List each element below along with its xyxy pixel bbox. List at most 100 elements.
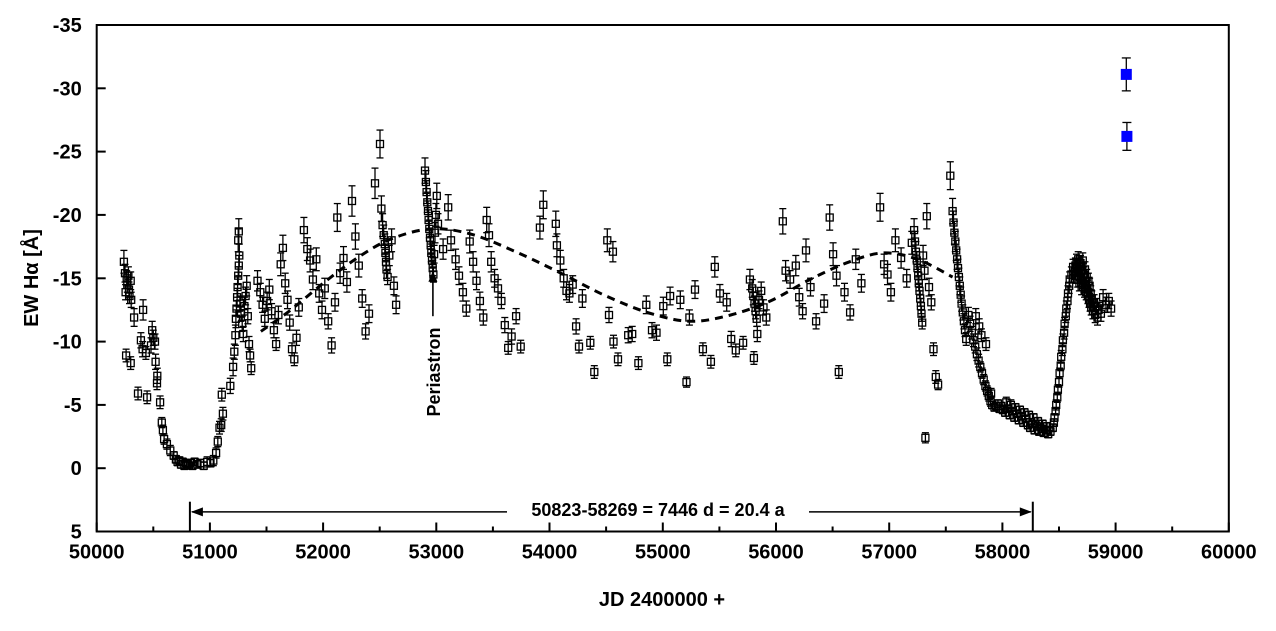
data-point-square bbox=[1032, 422, 1042, 431]
data-point-square bbox=[883, 270, 892, 279]
data-point-square bbox=[896, 253, 906, 263]
data-point-square bbox=[975, 322, 984, 331]
data-point-square bbox=[731, 346, 740, 355]
data-point-square bbox=[971, 312, 980, 321]
y-tick-label: -25 bbox=[53, 142, 82, 164]
data-point-square bbox=[981, 339, 991, 349]
data-point-square bbox=[752, 314, 761, 323]
data-point-square bbox=[351, 232, 360, 241]
data-point-square bbox=[586, 338, 595, 347]
data-point-square bbox=[333, 213, 342, 222]
data-point-square bbox=[152, 379, 162, 388]
y-tick-label: -35 bbox=[53, 15, 82, 37]
data-point-square bbox=[791, 261, 800, 270]
data-point-square bbox=[950, 228, 959, 237]
data-point-square bbox=[142, 393, 152, 402]
data-point-square bbox=[706, 357, 716, 366]
data-point-square bbox=[239, 329, 248, 339]
data-point-square bbox=[834, 367, 843, 377]
data-point-square bbox=[121, 288, 130, 297]
data-point-square bbox=[361, 327, 370, 336]
data-point-square bbox=[217, 390, 226, 399]
data-point-square bbox=[811, 317, 821, 326]
data-point-square bbox=[1054, 377, 1064, 387]
data-point-square bbox=[628, 329, 637, 339]
data-point-square bbox=[451, 255, 460, 264]
data-point-square bbox=[274, 310, 283, 320]
data-point-square bbox=[1061, 312, 1070, 321]
data-point-square bbox=[1106, 304, 1116, 313]
data-point-square bbox=[551, 219, 560, 228]
data-point-square bbox=[243, 312, 252, 321]
data-point-square bbox=[193, 460, 202, 469]
period-annotation-text: 50823-58269 = 7446 d = 20.4 a bbox=[531, 500, 785, 520]
data-point-square bbox=[1086, 289, 1095, 298]
periastron-label: Periastron bbox=[424, 327, 444, 416]
data-point-square bbox=[958, 308, 967, 317]
data-point-square bbox=[247, 364, 256, 373]
data-point-square bbox=[475, 296, 485, 306]
data-point-square bbox=[891, 236, 900, 245]
data-point-square bbox=[604, 310, 614, 320]
data-point-square bbox=[959, 317, 969, 326]
data-point-square bbox=[613, 355, 623, 364]
data-point-square bbox=[1051, 407, 1060, 416]
data-point-square bbox=[133, 389, 143, 398]
x-tick-label: 52000 bbox=[295, 542, 351, 564]
data-point-square bbox=[955, 281, 964, 290]
data-point-square bbox=[1002, 398, 1011, 407]
data-point-square bbox=[927, 298, 936, 307]
data-point-square bbox=[472, 276, 481, 285]
data-point-square bbox=[798, 307, 807, 316]
data-point-square bbox=[317, 305, 327, 315]
data-point-square bbox=[281, 279, 290, 288]
data-point-square bbox=[129, 313, 139, 322]
data-point-square bbox=[578, 294, 587, 303]
data-point-square bbox=[749, 353, 759, 363]
data-point-square bbox=[556, 256, 565, 265]
data-point-square bbox=[857, 279, 866, 288]
data-point-square bbox=[462, 304, 471, 313]
data-point-square bbox=[795, 293, 804, 302]
data-point-square bbox=[262, 296, 272, 306]
data-point-square bbox=[685, 313, 694, 322]
data-point-square bbox=[290, 355, 299, 364]
data-point-blue-square bbox=[1121, 130, 1133, 142]
data-point-square bbox=[136, 336, 146, 345]
data-point-square bbox=[330, 298, 340, 307]
data-point-square bbox=[929, 345, 938, 354]
data-point-square bbox=[121, 351, 131, 360]
data-point-square bbox=[206, 458, 215, 468]
data-point-square bbox=[1049, 418, 1059, 427]
data-point-square bbox=[444, 203, 453, 212]
data-point-square bbox=[851, 255, 860, 264]
x-tick-label: 56000 bbox=[748, 542, 804, 564]
y-tick-label: -5 bbox=[64, 395, 82, 417]
data-point-square bbox=[976, 362, 985, 372]
data-point-square bbox=[433, 219, 443, 228]
data-point-square bbox=[347, 196, 357, 206]
data-point-square bbox=[234, 227, 243, 236]
data-point-square bbox=[920, 266, 929, 275]
data-point-square bbox=[305, 256, 315, 265]
data-point-square bbox=[141, 348, 151, 358]
data-point-square bbox=[155, 398, 165, 407]
data-point-square bbox=[228, 362, 238, 372]
data-point-square bbox=[312, 255, 321, 264]
data-point-square bbox=[358, 294, 367, 303]
y-tick-label: 5 bbox=[71, 522, 82, 544]
data-point-square bbox=[1079, 270, 1089, 279]
data-point-square bbox=[682, 377, 691, 387]
data-point-square bbox=[690, 285, 700, 294]
x-tick-label: 60000 bbox=[1201, 542, 1257, 564]
data-point-square bbox=[490, 274, 499, 283]
data-point-square bbox=[242, 281, 251, 290]
data-point-square bbox=[387, 236, 396, 245]
data-point-square bbox=[663, 355, 672, 364]
data-point-square bbox=[909, 225, 919, 235]
plot-frame bbox=[95, 24, 1230, 533]
data-point-square bbox=[634, 358, 643, 368]
data-point-square bbox=[924, 282, 934, 292]
data-point-square bbox=[479, 313, 488, 322]
x-tick-label: 55000 bbox=[635, 542, 691, 564]
